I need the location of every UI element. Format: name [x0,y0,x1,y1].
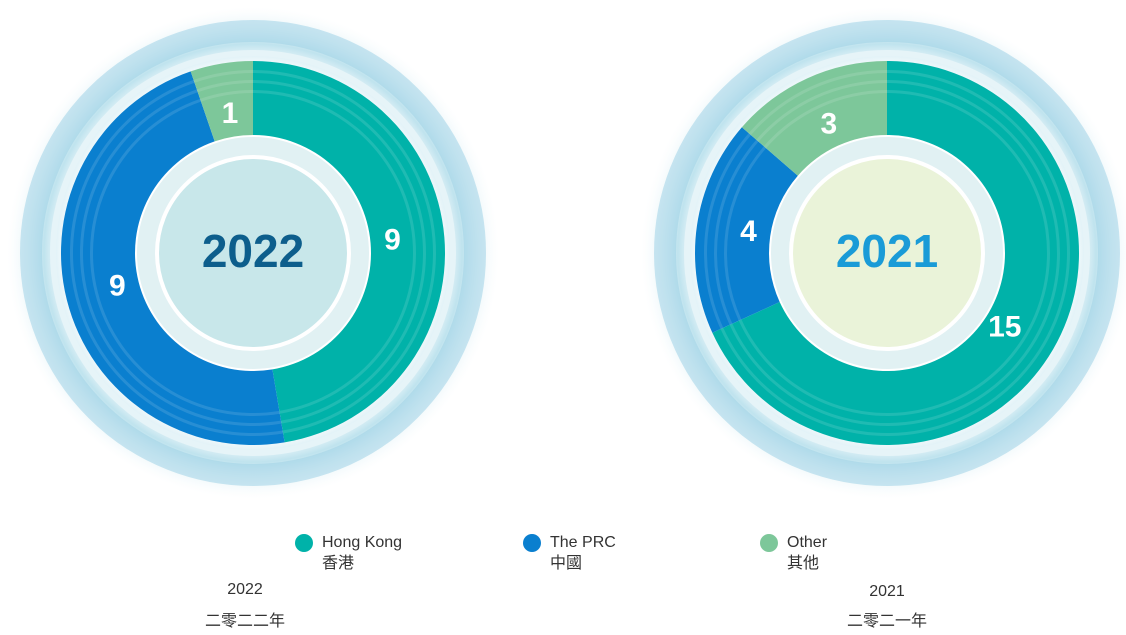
caption-cn: 二零二二年 [205,612,285,630]
data-label: 15 [988,311,1021,344]
caption-cn: 二零二一年 [847,612,927,630]
caption: 2021 [869,583,905,600]
legend-swatch [295,534,313,552]
legend-swatch [760,534,778,552]
legend-label: Hong Kong [322,534,402,551]
legend-label-cn: 香港 [322,554,354,572]
data-label: 1 [222,97,239,130]
center-label: 2022 [202,225,304,277]
legend-label: Other [787,534,828,551]
legend-label-cn: 其他 [787,554,819,572]
data-label: 9 [384,223,401,256]
data-label: 3 [820,108,837,141]
data-label: 9 [109,269,126,302]
center-label: 2021 [836,225,938,277]
legend-label-cn: 中國 [550,554,582,572]
data-label: 4 [740,215,757,248]
legend-label: The PRC [550,534,616,551]
legend-swatch [523,534,541,552]
caption: 2022 [227,581,263,598]
page: 9 9 1 2022 2022 二零二二年 15 4 3 2021 2021 二零二一年 Hong Ko… [0,0,1126,635]
